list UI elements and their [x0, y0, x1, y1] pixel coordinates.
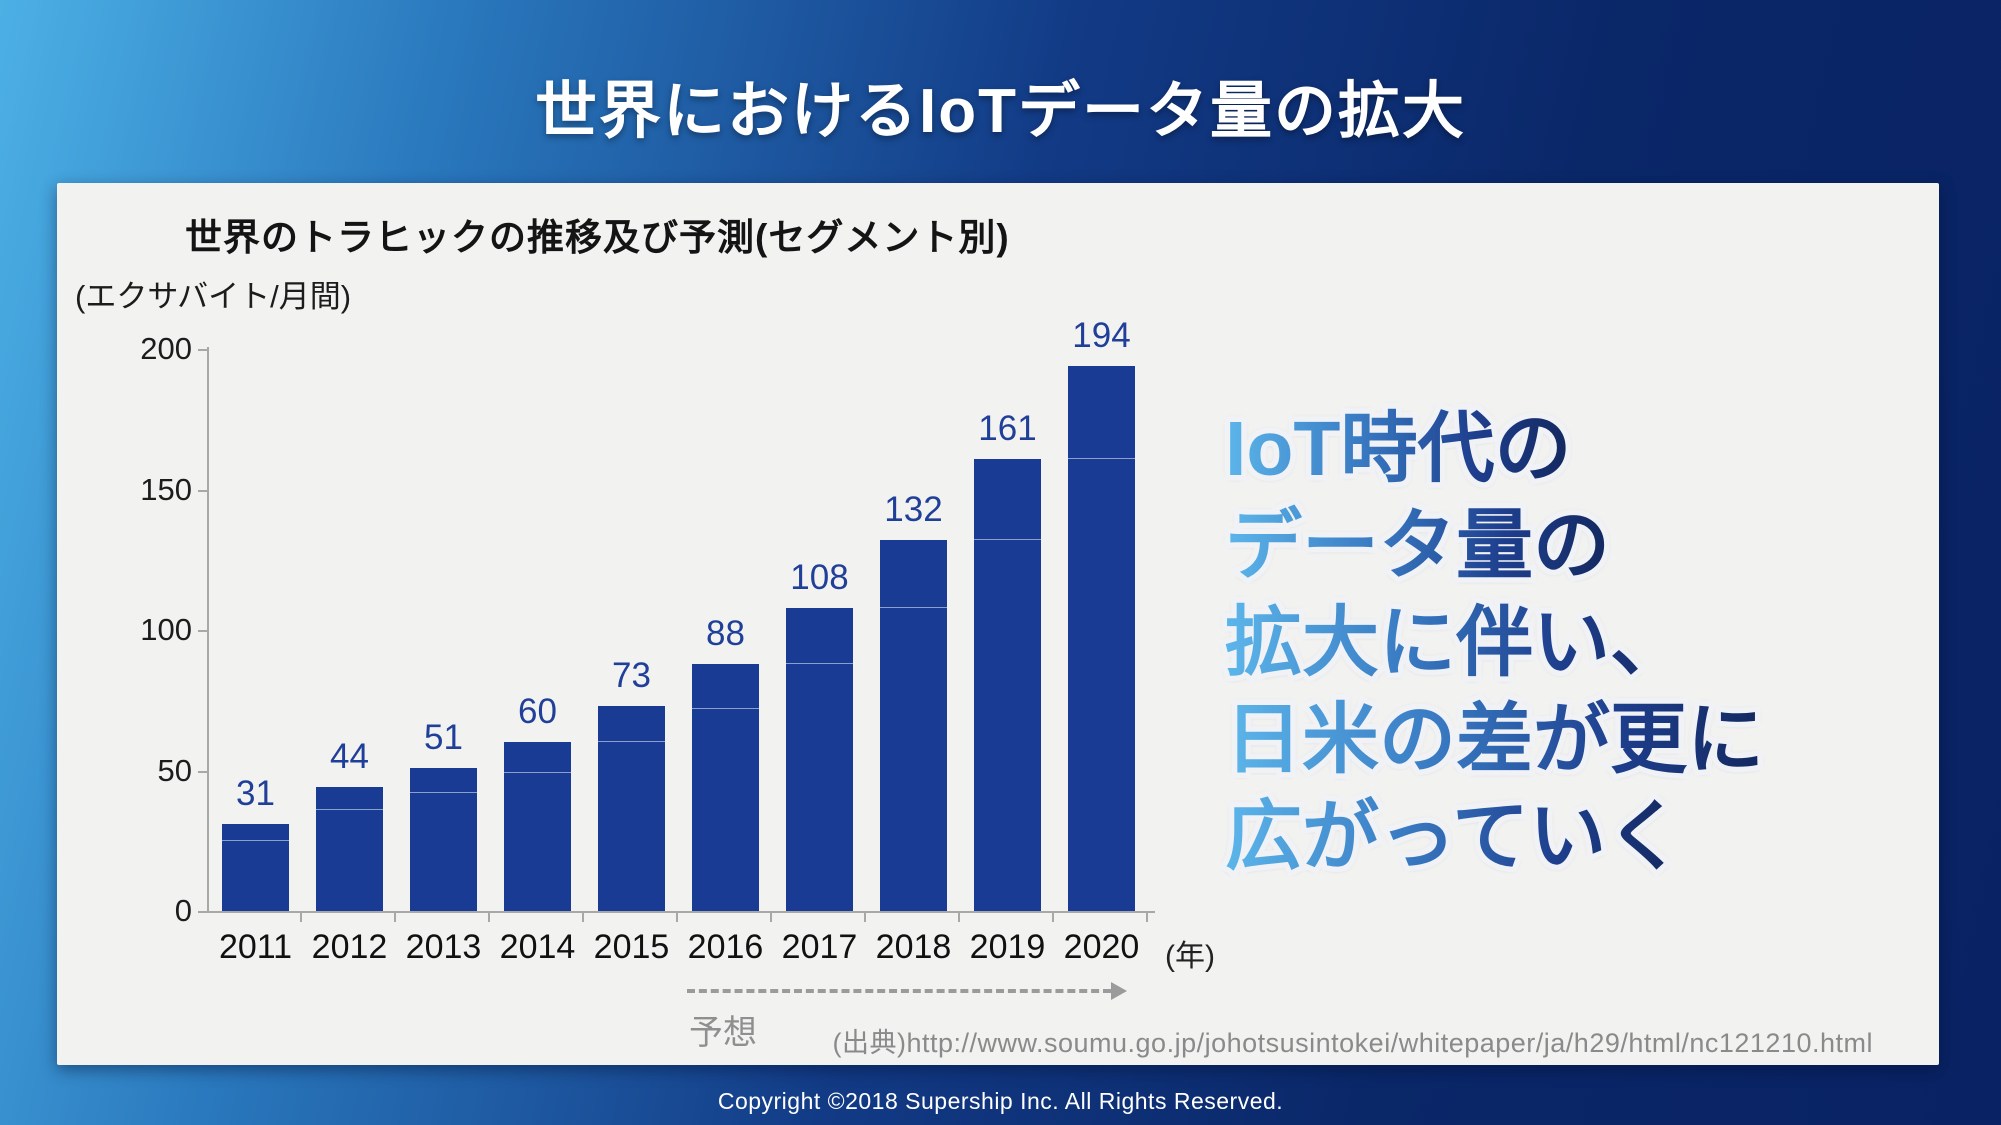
x-tick-label: 2014	[499, 928, 576, 966]
bar-2020	[1068, 366, 1135, 911]
bar-value-label: 88	[706, 614, 745, 653]
headline-text: 日米の差が更に	[1225, 697, 1764, 783]
headline-line: 日米の差が更に日米の差が更に	[1220, 692, 1770, 789]
headline-text: 拡大に伴い、	[1225, 600, 1687, 686]
x-tick-mark	[394, 913, 396, 922]
bar-segment-divider	[598, 741, 665, 742]
copyright-notice: Copyright ©2018 Supership Inc. All Right…	[717, 1088, 1284, 1114]
x-tick-label: 2020	[1063, 928, 1140, 966]
headline-block: IoT時代のIoT時代の データ量のデータ量の 拡大に伴い、拡大に伴い、 日米の…	[1219, 401, 1770, 886]
bar-2014	[504, 742, 571, 911]
x-tick-mark	[676, 913, 678, 922]
y-tick-mark	[198, 630, 207, 632]
headline-line: IoT時代のIoT時代の	[1219, 401, 1764, 498]
headline-line: 広がっていく広がっていく	[1219, 789, 1764, 886]
chart-panel: 世界のトラヒックの推移及び予測(セグメント別) (エクサバイト/月間) 0 50 1…	[57, 183, 1939, 1065]
chart-title: 世界のトラヒックの推移及び予測(セグメント別)	[185, 217, 1010, 258]
bar-segment-divider	[504, 772, 571, 773]
bar-2015	[598, 706, 665, 911]
forecast-arrow	[687, 982, 1127, 1000]
bar-value-label: 161	[978, 409, 1037, 448]
bar-value-label: 31	[236, 774, 275, 813]
x-tick-label: 2019	[969, 928, 1046, 966]
bar-2018	[880, 540, 947, 911]
x-tick-mark	[1052, 913, 1054, 922]
bar-2012	[316, 787, 383, 911]
bar-value-label: 44	[330, 737, 369, 776]
x-tick-label: 2017	[781, 928, 858, 966]
x-tick-mark	[864, 913, 866, 922]
bar-value-label: 194	[1072, 316, 1131, 355]
bar-2016	[692, 664, 759, 911]
x-tick-mark	[958, 913, 960, 922]
page-title: 世界におけるIoTデータ量の拡大	[535, 77, 1466, 146]
y-tick-label: 200	[140, 331, 192, 366]
headline-text: IoT時代の	[1225, 406, 1572, 492]
x-tick-label: 2016	[687, 928, 764, 966]
x-axis-line	[207, 911, 1155, 913]
headline-outline: IoT時代の	[1219, 401, 1576, 498]
x-tick-label: 2015	[593, 928, 670, 966]
y-tick-mark	[198, 349, 207, 351]
y-axis-unit-label: (エクサバイト/月間)	[75, 279, 352, 314]
headline-outline: 日米の差が更に	[1220, 692, 1770, 789]
y-tick-label: 50	[157, 752, 192, 788]
source-citation: (出典)http://www.soumu.go.jp/johotsusintok…	[832, 1028, 1873, 1058]
headline-line: 拡大に伴い、拡大に伴い、	[1220, 595, 1764, 692]
y-tick-label: 150	[140, 471, 192, 507]
bar-value-label: 132	[884, 490, 943, 529]
x-tick-mark	[488, 913, 490, 922]
y-tick-label: 0	[174, 893, 192, 928]
bar-value-label: 108	[790, 558, 849, 597]
plot-area: 31 44 51 60 73 88 108 132 161 194	[207, 316, 1155, 911]
headline-outline: 拡大に伴い、	[1220, 595, 1693, 692]
x-tick-mark	[582, 913, 584, 922]
bar-value-label: 60	[518, 692, 557, 731]
headline-outline: データ量の	[1220, 498, 1616, 595]
forecast-label: 予想	[689, 1014, 757, 1052]
x-tick-mark	[300, 913, 302, 922]
headline-outline: 広がっていく	[1219, 789, 1688, 886]
bar-segment-divider	[786, 663, 853, 664]
bar-2011	[222, 824, 289, 911]
y-tick-mark	[198, 770, 207, 773]
y-tick-label: 100	[140, 612, 192, 647]
x-tick-label: 2011	[218, 928, 293, 966]
bar-segment-divider	[1068, 458, 1135, 459]
y-axis-line	[207, 347, 209, 913]
x-axis-unit-label: (年)	[1165, 940, 1215, 973]
bar-value-label: 73	[612, 656, 651, 695]
bar-segment-divider	[974, 539, 1041, 540]
bar-value-label: 51	[424, 718, 463, 757]
bar-segment-divider	[692, 708, 759, 709]
x-tick-mark	[1146, 913, 1148, 922]
bar-2017	[786, 608, 853, 911]
headline-text: 広がっていく	[1225, 794, 1684, 880]
headline-line: データ量のデータ量の	[1220, 498, 1764, 595]
x-tick-label: 2013	[405, 928, 482, 966]
y-tick-mark	[198, 489, 207, 492]
bar-segment-divider	[880, 607, 947, 608]
bar-segment-divider	[316, 809, 383, 810]
x-tick-mark	[770, 913, 772, 922]
bar-2019	[974, 459, 1041, 911]
bar-2013	[410, 768, 477, 911]
bar-segment-divider	[222, 840, 289, 841]
y-tick-mark	[198, 911, 207, 913]
bar-segment-divider	[410, 792, 477, 793]
headline-text: データ量の	[1225, 503, 1610, 589]
x-tick-label: 2012	[311, 928, 388, 966]
x-tick-label: 2018	[875, 928, 952, 966]
